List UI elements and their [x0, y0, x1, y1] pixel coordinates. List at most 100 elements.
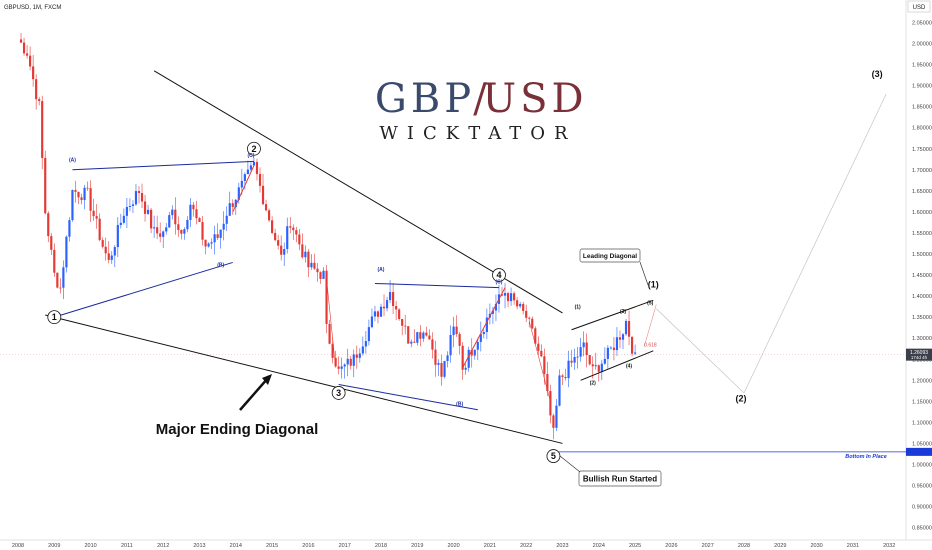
candle-body [38, 99, 41, 102]
candle-body [183, 229, 186, 234]
time-tick-label: 2015 [266, 543, 278, 549]
candle-body [113, 247, 116, 256]
candle-body [255, 161, 259, 175]
candle-body [119, 222, 122, 225]
candle-body [422, 332, 425, 339]
price-tick-label: 2.00000 [912, 42, 932, 48]
title-pair-right: USD [482, 76, 587, 122]
candle-body [143, 201, 147, 214]
title-pair-left: GBP [375, 76, 475, 122]
candle-body [319, 272, 322, 279]
red-leg-2 [462, 287, 506, 368]
candle-body [588, 355, 591, 365]
candle-body [274, 232, 277, 241]
major-diagonal-arrowhead [262, 374, 272, 385]
candle-body [128, 205, 132, 207]
candle-body [431, 339, 434, 350]
candle-body [461, 345, 464, 370]
candle-body [464, 367, 467, 370]
candle-body [231, 203, 234, 208]
wave-label: 1 [52, 312, 57, 322]
price-tick-label: 1.35000 [912, 315, 932, 321]
candle-body [204, 239, 207, 247]
candle-body [283, 249, 286, 255]
time-tick-label: 2022 [520, 543, 532, 549]
sub-wave-label: (5) [647, 301, 653, 307]
major-diagonal-label: Major Ending Diagonal [156, 421, 319, 438]
wave-circle [546, 449, 561, 463]
candle-body [549, 391, 552, 416]
candle-body [615, 337, 619, 351]
candle-body [264, 204, 268, 211]
triangle-1-lower [54, 261, 233, 318]
candle-body [506, 293, 510, 302]
candle-body [140, 193, 144, 202]
candle-body [570, 360, 573, 363]
candle-body [618, 337, 622, 340]
price-tick-label: 1.30000 [912, 336, 932, 342]
candle-body [201, 222, 204, 240]
candle-body [249, 165, 253, 170]
candle-body [407, 326, 410, 344]
candle-body [591, 364, 594, 367]
leading-diagonal-lower [580, 350, 654, 381]
triangle-2-lower [338, 384, 478, 411]
candle-body [304, 251, 307, 258]
candle-body [522, 303, 525, 311]
time-tick-label: 2008 [12, 543, 24, 549]
sub-wave-label: (A) [69, 157, 76, 163]
candle-body [528, 317, 531, 319]
candle-body [77, 191, 80, 198]
sub-wave-label: (3) [620, 309, 626, 315]
candle-body [513, 293, 516, 301]
candle-body [292, 227, 295, 231]
time-tick-label: 2010 [84, 543, 96, 549]
candle-body [564, 376, 567, 379]
candle-body [343, 364, 346, 367]
symbol-header: GBPUSD, 1M, FXCM [4, 5, 61, 11]
sub-wave-label: (1) [575, 305, 581, 311]
bullish-run-box [578, 470, 662, 487]
triangle-1-upper [72, 160, 254, 171]
leading-diagonal-upper [571, 299, 654, 331]
sub-wave-label: (B) [217, 263, 224, 269]
candle-body [337, 366, 340, 369]
candle-body [219, 229, 222, 238]
candle-body [189, 204, 192, 220]
candle-body [101, 240, 104, 247]
time-tick-label: 2019 [411, 543, 423, 549]
price-tick-label: 1.90000 [912, 84, 932, 90]
time-tick-label: 2014 [230, 543, 242, 549]
candle-body [458, 334, 461, 346]
wave-circle [247, 141, 261, 156]
time-tick-label: 2030 [810, 543, 822, 549]
time-tick-label: 2023 [556, 543, 568, 549]
price-tick-label: 1.60000 [912, 210, 932, 216]
price-tick-label: 1.95000 [912, 63, 932, 69]
sub-wave-label: (2) [590, 381, 596, 387]
candle-body [150, 209, 153, 229]
candle-body [540, 350, 543, 357]
wave-label: 4 [496, 270, 501, 280]
candle-body [207, 243, 210, 247]
candle-body [440, 363, 443, 377]
candle-body [525, 310, 528, 318]
candle-body [473, 349, 476, 356]
red-leg-1 [232, 165, 255, 213]
current-price-countdown: 174d 4h [911, 355, 928, 360]
candle-body [153, 227, 156, 229]
candle-body [621, 334, 625, 340]
time-tick-label: 2017 [339, 543, 351, 549]
time-tick-label: 2026 [665, 543, 677, 549]
candle-body [180, 230, 183, 234]
price-tick-label: 0.85000 [912, 526, 932, 532]
price-tick-label: 1.00000 [912, 463, 932, 469]
candle-body [519, 303, 522, 307]
candle-body [41, 101, 44, 158]
candle-body [561, 375, 564, 377]
candle-body [346, 358, 349, 365]
candle-body [443, 360, 446, 377]
sub-wave-label: (A) [378, 267, 385, 273]
